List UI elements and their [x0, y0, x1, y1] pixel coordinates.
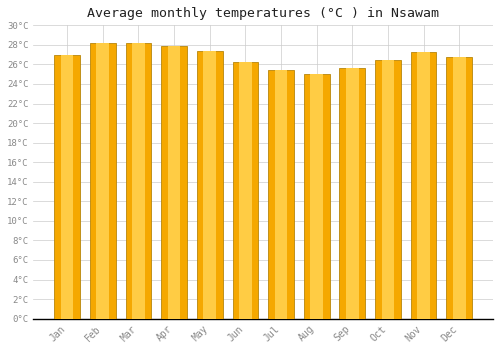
Bar — [204, 51, 216, 318]
Bar — [268, 70, 294, 319]
Bar — [96, 43, 109, 318]
Bar — [132, 43, 145, 318]
Bar — [232, 62, 258, 318]
Bar — [239, 62, 252, 318]
Bar — [453, 57, 466, 318]
Bar — [340, 68, 365, 318]
Bar — [126, 43, 151, 318]
Bar — [60, 55, 74, 318]
Bar — [197, 51, 222, 318]
Bar — [274, 70, 287, 319]
Bar — [310, 74, 323, 318]
Bar — [161, 46, 187, 319]
Bar — [90, 43, 116, 318]
Bar — [375, 60, 401, 318]
Bar — [54, 55, 80, 318]
Bar — [346, 68, 359, 318]
Bar — [411, 52, 436, 318]
Bar — [417, 52, 430, 318]
Bar — [304, 74, 330, 318]
Bar — [382, 60, 394, 318]
Title: Average monthly temperatures (°C ) in Nsawam: Average monthly temperatures (°C ) in Ns… — [87, 7, 439, 20]
Bar — [446, 57, 472, 318]
Bar — [168, 46, 180, 319]
